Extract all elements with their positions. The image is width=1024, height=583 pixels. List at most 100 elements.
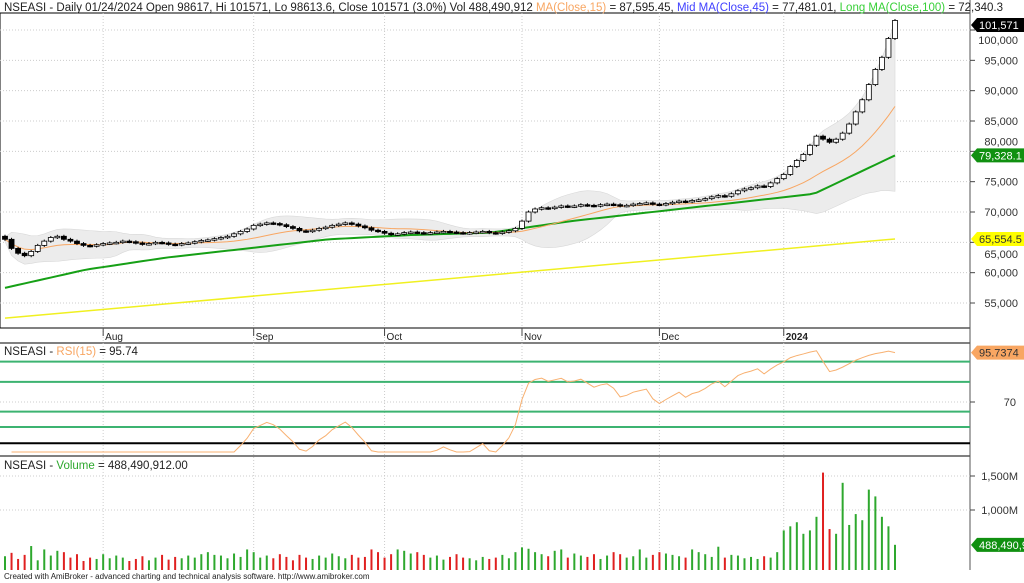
candle-body (532, 208, 538, 213)
candle-body (172, 243, 179, 247)
volume-bar (880, 516, 883, 570)
volume-bar (717, 546, 720, 570)
last-close-label: 101,571 (979, 20, 1019, 32)
candle-body (106, 242, 113, 245)
candle-body (728, 193, 735, 197)
candle-body (126, 240, 133, 244)
volume-bar (494, 557, 497, 570)
volume-bar (573, 553, 576, 570)
candle-body (270, 222, 277, 225)
candle-body (100, 243, 107, 246)
mid-ma-value: = 77,481.01, (768, 2, 840, 14)
volume-bar (291, 560, 294, 570)
rsi-value: = 95.74 (96, 346, 138, 358)
volume-last-label-bg (971, 537, 1024, 552)
volume-bar (514, 552, 517, 570)
volume-bar (200, 554, 203, 570)
candle-body (224, 235, 231, 239)
price-pane-title: NSEASI - Daily 01/24/2024 Open 98617, Hi… (4, 2, 1003, 14)
volume-bar (75, 554, 78, 570)
volume-bar (540, 554, 543, 570)
long-ma-value: = 72,340.3 (945, 2, 1004, 14)
candle-body (440, 231, 447, 234)
candle-body (591, 204, 597, 208)
volume-value: = 488,490,912.00 (94, 460, 188, 472)
candle-body (80, 243, 87, 246)
volume-tick-label: 1,500M (981, 471, 1018, 483)
volume-bar (161, 554, 164, 570)
candle-body (473, 231, 480, 234)
candle-body (250, 224, 257, 230)
candle-body (152, 241, 159, 245)
volume-bar (730, 554, 733, 570)
candle-body (807, 144, 813, 155)
candle-body (754, 185, 761, 189)
volume-bar (23, 554, 26, 570)
volume-label: Volume (56, 460, 95, 472)
volume-bar (776, 552, 779, 570)
volume-bar (115, 555, 118, 570)
symbol: NSEASI (4, 460, 47, 472)
candle-body (342, 222, 349, 225)
rsi-tick-label: 70 (1004, 397, 1016, 409)
candle-body (237, 231, 244, 235)
volume-bar (769, 557, 772, 570)
candle-body (525, 211, 532, 222)
price-tick-label: 85,000 (984, 116, 1018, 128)
candle-body (885, 38, 892, 58)
volume-bar (606, 555, 609, 570)
volume-bar (252, 552, 255, 570)
volume-bar (82, 561, 85, 570)
volume-bar (134, 558, 137, 570)
volume-bar (822, 472, 825, 570)
volume-bar (36, 560, 39, 570)
volume-bar (259, 557, 262, 570)
candle-body (407, 231, 414, 234)
volume-bar (638, 549, 641, 570)
volume-bar (89, 557, 92, 570)
volume-bar (664, 553, 667, 570)
volume-bar (233, 553, 236, 570)
candle-body (132, 241, 139, 244)
volume-bar (377, 552, 380, 570)
x-tick-label: Nov (524, 332, 542, 343)
rsi-last-label-bg (971, 345, 1024, 360)
candle-body (2, 235, 8, 240)
rsi-pane-title: NSEASI - RSI(15) = 95.74 (4, 346, 138, 358)
candle-body (303, 230, 309, 233)
candle-body (309, 229, 316, 233)
sep: - (46, 460, 57, 472)
volume-bar (416, 552, 419, 570)
volume-bar (449, 556, 451, 570)
volume-bar (278, 554, 281, 570)
candle-body (93, 244, 100, 247)
volume-bar (835, 533, 838, 570)
volume-bar (619, 554, 622, 570)
volume-bar (318, 555, 321, 570)
candle-body (34, 244, 41, 252)
volume-bar (560, 549, 563, 570)
symbol: NSEASI (4, 2, 47, 14)
volume-bar (481, 556, 484, 570)
volume-bar (736, 555, 739, 570)
volume-bar (285, 556, 288, 570)
candle-body (571, 205, 578, 208)
candle-body (420, 232, 427, 235)
candle-body (597, 204, 604, 207)
candle-body (715, 195, 722, 198)
candle-body (388, 232, 395, 236)
volume-bar (756, 558, 759, 570)
sep: - (46, 346, 57, 358)
volume-bar (95, 558, 98, 570)
candle-body (466, 232, 473, 235)
volume-bar (363, 556, 366, 570)
candle-body (486, 231, 493, 234)
candle-body (879, 56, 885, 70)
volume-bar (102, 554, 105, 570)
candle-body (767, 182, 774, 187)
candle-body (689, 200, 696, 203)
volume-bar (599, 558, 602, 570)
volume-bar (854, 514, 857, 570)
price-tick-label: 95,000 (984, 55, 1018, 67)
volume-bar (62, 552, 65, 570)
